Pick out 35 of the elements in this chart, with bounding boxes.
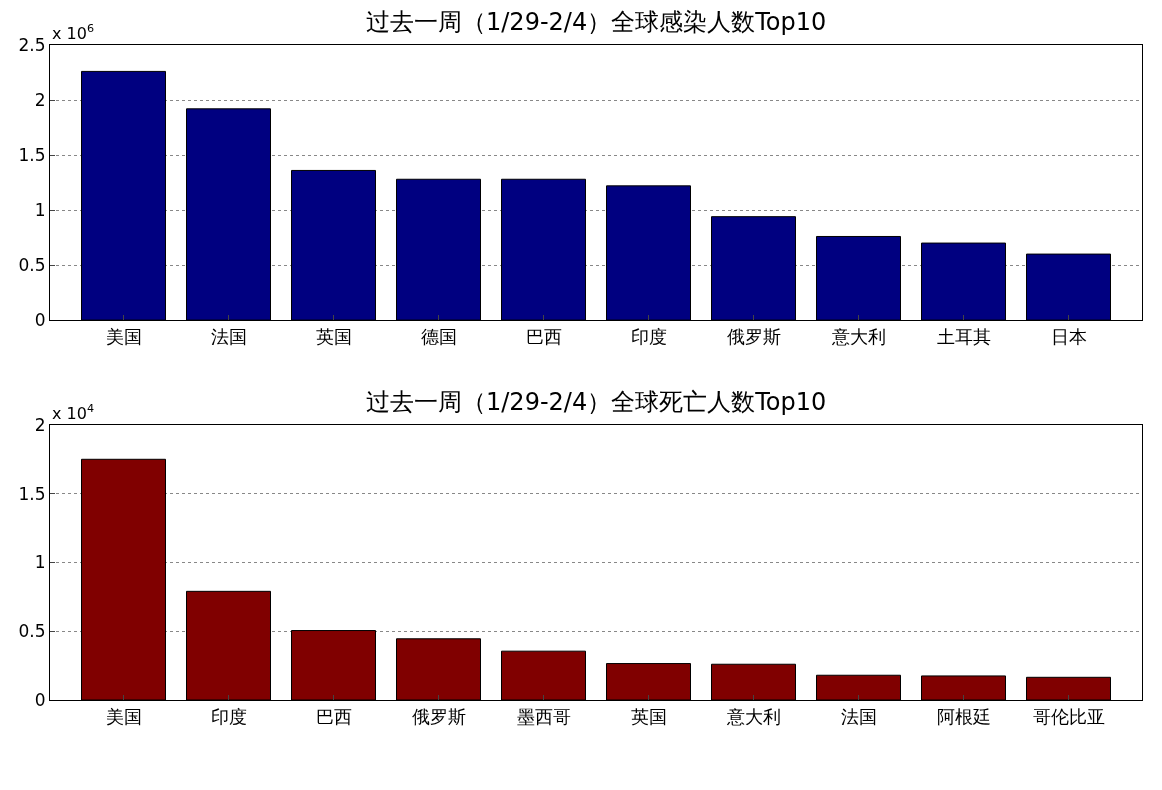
y-tick-label: 1 <box>34 200 46 221</box>
x-tick-label: 阿根廷 <box>936 705 991 727</box>
x-tick-label: 法国 <box>210 325 247 347</box>
x-tick-label: 巴西 <box>525 325 562 347</box>
y-tick-label: 0 <box>34 310 46 331</box>
x-tick-label: 土耳其 <box>936 325 991 347</box>
y-tick-label: 2.5 <box>18 34 46 55</box>
y-tick-label: 0.5 <box>18 621 46 642</box>
x-tick-label: 意大利 <box>725 705 781 727</box>
y-tick-label: 2 <box>34 89 46 110</box>
x-tick-label: 巴西 <box>315 705 352 727</box>
y-tick-label: 0 <box>34 689 46 710</box>
x-tick-label: 日本 <box>1050 325 1087 347</box>
x-tick-label: 墨西哥 <box>516 705 571 727</box>
x-tick-label: 哥伦比亚 <box>1032 705 1105 727</box>
y-tick-label: 1.5 <box>18 144 46 165</box>
text: x 10$^{4}$ <box>52 402 95 423</box>
x-tick-label: 美国 <box>105 705 142 727</box>
x-tick-label: 意大利 <box>830 325 886 347</box>
x-tick-label: 印度 <box>630 325 667 347</box>
y-tick-label: 0.5 <box>18 255 46 276</box>
y-tick-label: 1.5 <box>18 483 46 504</box>
y-tick-label: 1 <box>34 552 46 573</box>
x-tick-label: 印度 <box>210 705 247 727</box>
chart-title: 过去一周（1/29-2/4）全球死亡人数Top10 <box>366 388 827 416</box>
x-tick-label: 俄罗斯 <box>726 325 781 347</box>
y-tick-label: 2 <box>34 414 46 435</box>
text: x 10$^{6}$ <box>52 22 95 43</box>
x-tick-label: 法国 <box>840 705 877 727</box>
x-tick-label: 英国 <box>630 705 667 727</box>
x-tick-label: 俄罗斯 <box>411 705 466 727</box>
x-tick-label: 德国 <box>420 325 457 347</box>
chart-title: 过去一周（1/29-2/4）全球感染人数Top10 <box>366 8 827 36</box>
x-tick-label: 美国 <box>105 325 142 347</box>
x-tick-label: 英国 <box>315 325 352 347</box>
